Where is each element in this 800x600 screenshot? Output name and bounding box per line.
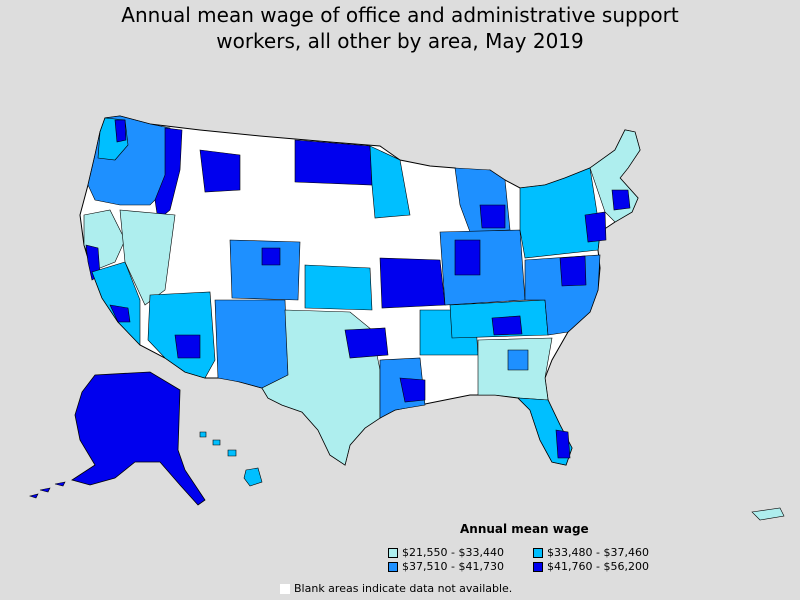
legend-label-low: $21,550 - $33,440 bbox=[402, 546, 504, 559]
blank-swatch bbox=[280, 583, 290, 594]
region-atlanta bbox=[507, 349, 529, 371]
legend-item-mid-high: $37,510 - $41,730 bbox=[388, 560, 504, 573]
legend-item-low: $21,550 - $33,440 bbox=[388, 546, 504, 559]
region-colorado bbox=[229, 239, 301, 301]
legend-label-high: $41,760 - $56,200 bbox=[547, 560, 649, 573]
region-nashville bbox=[491, 315, 523, 336]
legend-title: Annual mean wage bbox=[460, 522, 589, 536]
legend-swatch-high bbox=[533, 561, 543, 572]
map-title-line-1: Annual mean wage of office and administr… bbox=[121, 3, 679, 27]
region-denver bbox=[261, 247, 281, 266]
region-indiana bbox=[454, 239, 481, 276]
alaska-shape bbox=[71, 371, 206, 506]
region-seattle bbox=[114, 119, 127, 143]
region-new-york-city bbox=[584, 211, 607, 243]
puerto-rico-shape bbox=[751, 507, 785, 521]
region-miami bbox=[555, 429, 571, 459]
region-pennsylvania-ny bbox=[519, 167, 601, 259]
legend-label-mid-high: $37,510 - $41,730 bbox=[402, 560, 504, 573]
region-missouri bbox=[379, 257, 446, 309]
region-dallas bbox=[344, 327, 389, 359]
blank-areas-note-text: Blank areas indicate data not available. bbox=[294, 582, 513, 595]
hawaii-islands bbox=[199, 431, 263, 487]
region-north-dakota bbox=[294, 139, 373, 186]
region-new-mexico bbox=[214, 299, 289, 389]
alaska-aleutian-islands bbox=[28, 481, 66, 499]
legend-swatch-low bbox=[388, 547, 398, 558]
region-houston bbox=[399, 377, 426, 403]
region-los-angeles bbox=[109, 304, 131, 323]
legend-item-high: $41,760 - $56,200 bbox=[533, 560, 649, 573]
map-title: Annual mean wage of office and administr… bbox=[0, 2, 800, 54]
region-montana-northeast bbox=[199, 149, 241, 193]
region-dc-metro bbox=[559, 255, 587, 287]
region-detroit bbox=[479, 204, 506, 229]
region-ohio-valley bbox=[439, 229, 526, 306]
legend-swatch-mid-high bbox=[388, 561, 398, 572]
map-title-line-2: workers, all other by area, May 2019 bbox=[216, 29, 584, 53]
region-boston bbox=[611, 189, 631, 211]
blank-areas-note: Blank areas indicate data not available. bbox=[280, 582, 512, 595]
region-kansas bbox=[304, 264, 373, 311]
legend-label-mid-low: $33,480 - $37,460 bbox=[547, 546, 649, 559]
region-phoenix bbox=[174, 334, 201, 359]
legend-swatch-mid-low bbox=[533, 547, 543, 558]
region-minnesota bbox=[369, 145, 411, 219]
legend-item-mid-low: $33,480 - $37,460 bbox=[533, 546, 649, 559]
